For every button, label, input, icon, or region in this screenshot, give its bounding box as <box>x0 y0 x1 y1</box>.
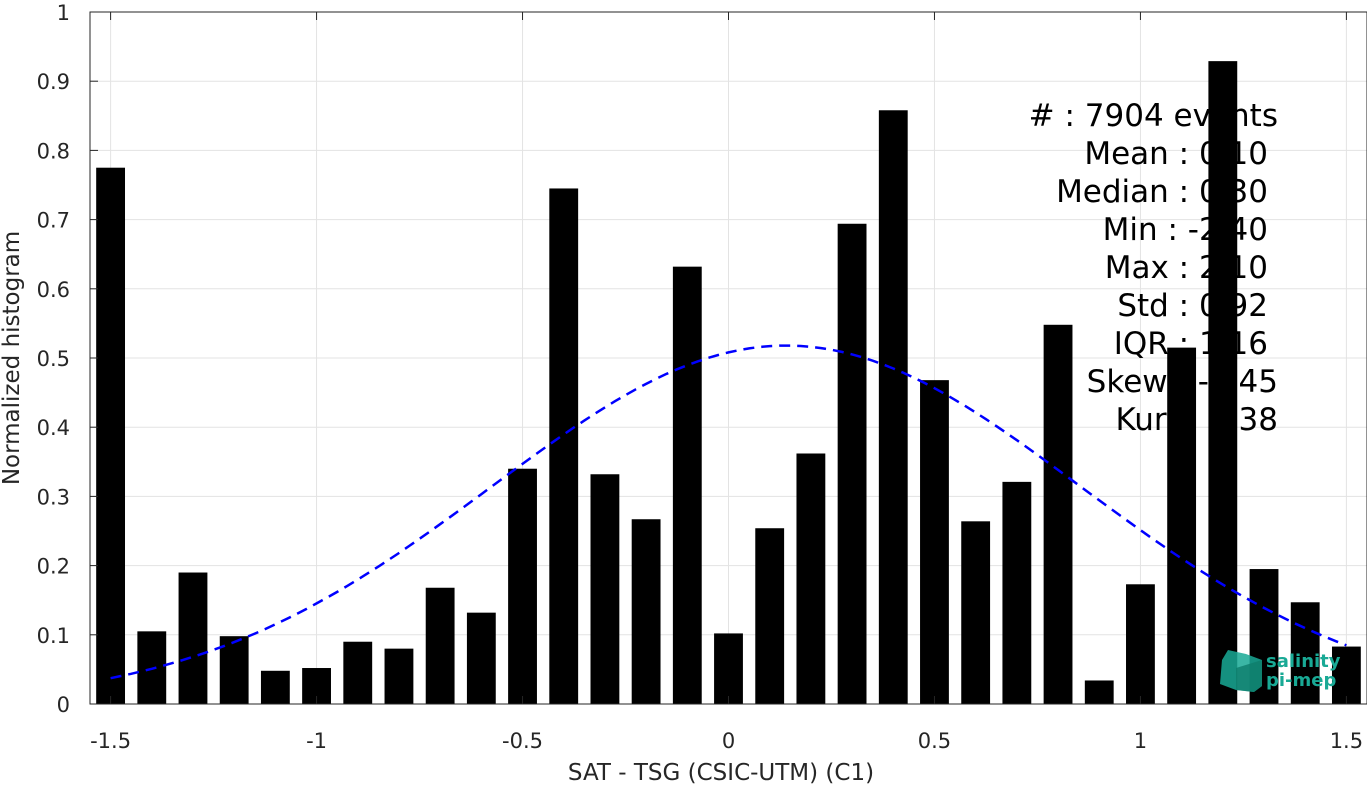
axis-ticks <box>90 11 1347 705</box>
histogram-bar <box>672 266 702 704</box>
y-axis-label: Normalized histogram <box>0 231 25 485</box>
histogram-bar <box>755 528 785 704</box>
histogram-bar <box>466 612 496 704</box>
x-axis-label: SAT - TSG (CSIC-UTM) (C1) <box>568 760 874 785</box>
histogram-bar <box>714 633 743 704</box>
y-tick-label: 0.7 <box>37 209 70 233</box>
x-tick-label: 1 <box>1134 729 1147 753</box>
histogram-bar <box>219 636 249 704</box>
histogram-bar <box>1208 61 1238 704</box>
x-tick-label: 1.5 <box>1330 729 1363 753</box>
histogram-bar <box>260 670 290 704</box>
histogram-bar <box>796 453 826 704</box>
histogram-bar <box>961 521 991 704</box>
histogram-bar <box>1331 646 1361 704</box>
salinity-pi-mep-logo: salinity pi-mep <box>1220 650 1341 692</box>
stat-kurt: Kurt : 2.38 <box>1115 402 1278 438</box>
stat-skew: Skew : -0.45 <box>1087 364 1278 400</box>
y-tick-label: 0.8 <box>37 139 70 163</box>
x-tick-label: 0.5 <box>918 729 951 753</box>
histogram-bar <box>631 519 661 704</box>
histogram-bar <box>384 648 414 704</box>
x-tick-label: -1.5 <box>90 729 131 753</box>
histogram-bar <box>549 188 579 704</box>
histogram-bar <box>590 474 620 704</box>
y-tick-label: 0.3 <box>37 485 70 509</box>
y-tick-label: 0.2 <box>37 555 70 579</box>
histogram-bar <box>1002 481 1032 704</box>
y-tick-label: 1 <box>57 1 70 25</box>
stat-median: Median : 0.30 <box>1056 174 1268 210</box>
y-tick-label: 0.9 <box>37 70 70 94</box>
y-tick-label: 0.6 <box>37 278 70 302</box>
histogram-bar <box>920 380 949 704</box>
stat-min: Min : -2.40 <box>1103 212 1268 248</box>
x-tick-label: -0.5 <box>502 729 543 753</box>
logo-text-pi-mep: pi-mep <box>1266 670 1336 691</box>
histogram-bar <box>1290 602 1320 704</box>
logo-cube-shade <box>1236 660 1262 692</box>
stat-mean: Mean : 0.10 <box>1084 136 1268 172</box>
histogram-bar <box>837 223 867 704</box>
histogram-bar <box>425 587 455 704</box>
stat-count: # : 7904 events <box>1029 98 1278 134</box>
histogram-bar <box>178 572 208 704</box>
statistics-annotation: # : 7904 events Mean : 0.10 Median : 0.3… <box>1029 98 1278 438</box>
logo-text-salinity: salinity <box>1266 651 1341 672</box>
y-tick-label: 0.5 <box>37 347 70 371</box>
y-tick-label: 0 <box>57 693 70 717</box>
histogram-bar <box>96 167 126 704</box>
histogram-bar <box>508 468 537 704</box>
histogram-bar <box>878 110 908 705</box>
x-tick-labels: -1.5 -1 -0.5 0 0.5 1 1.5 <box>90 729 1363 753</box>
x-tick-label: -1 <box>306 729 327 753</box>
y-tick-labels: 0 0.1 0.2 0.3 0.4 0.5 0.6 0.7 0.8 0.9 1 <box>37 1 70 717</box>
histogram-bar <box>1167 347 1197 704</box>
histogram-bar <box>1126 584 1155 704</box>
histogram-bar <box>1084 680 1114 704</box>
normal-fit-curve <box>110 344 1347 680</box>
histogram-bar <box>1043 324 1073 704</box>
stat-iqr: IQR : 1.16 <box>1114 326 1268 362</box>
stat-std: Std : 0.92 <box>1117 288 1268 324</box>
stat-max: Max : 2.10 <box>1105 250 1268 286</box>
y-tick-label: 0.1 <box>37 624 70 648</box>
histogram-bar <box>343 641 373 704</box>
histogram-bars <box>96 61 1361 705</box>
y-tick-label: 0.4 <box>37 416 70 440</box>
x-tick-label: 0 <box>722 729 735 753</box>
